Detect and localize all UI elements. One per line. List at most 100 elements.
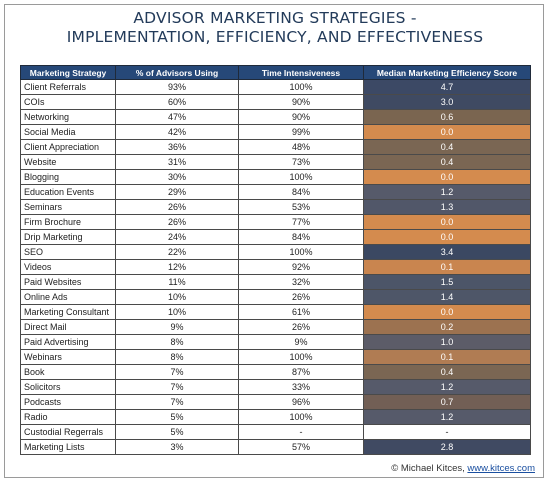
- strategy-cell: Seminars: [20, 199, 116, 215]
- score-cell: 3.0: [363, 94, 531, 110]
- strategy-cell: Solicitors: [20, 379, 116, 395]
- score-cell: 3.4: [363, 244, 531, 260]
- table-row: Client Referrals 93% 100% 4.7: [20, 79, 531, 95]
- pct-cell: 42%: [115, 124, 239, 140]
- strategy-cell: Blogging: [20, 169, 116, 185]
- score-cell: 0.0: [363, 214, 531, 230]
- title-line-1: ADVISOR MARKETING STRATEGIES -: [133, 9, 417, 27]
- pct-cell: 10%: [115, 304, 239, 320]
- score-cell: 0.0: [363, 169, 531, 185]
- strategy-cell: Radio: [20, 409, 116, 425]
- score-cell: 1.2: [363, 379, 531, 395]
- strategy-cell: Client Referrals: [20, 79, 116, 95]
- title-line-2: IMPLEMENTATION, EFFICIENCY, AND EFFECTIV…: [66, 28, 484, 46]
- strategy-cell: Drip Marketing: [20, 229, 116, 245]
- strategy-cell: Videos: [20, 259, 116, 275]
- score-cell: 0.0: [363, 229, 531, 245]
- strategy-cell: COIs: [20, 94, 116, 110]
- table-row: Online Ads 10% 26% 1.4: [20, 289, 531, 305]
- credit-link[interactable]: www.kitces.com: [467, 463, 535, 474]
- table-row: COIs 60% 90% 3.0: [20, 94, 531, 110]
- time-cell: 90%: [238, 109, 364, 125]
- time-cell: 100%: [238, 244, 364, 260]
- time-cell: 26%: [238, 289, 364, 305]
- table-row: Paid Advertising 8% 9% 1.0: [20, 334, 531, 350]
- table-row: Firm Brochure 26% 77% 0.0: [20, 214, 531, 230]
- time-cell: 100%: [238, 409, 364, 425]
- time-cell: -: [238, 424, 364, 440]
- time-cell: 73%: [238, 154, 364, 170]
- pct-cell: 29%: [115, 184, 239, 200]
- time-cell: 9%: [238, 334, 364, 350]
- strategy-cell: Webinars: [20, 349, 116, 365]
- time-cell: 84%: [238, 184, 364, 200]
- time-cell: 32%: [238, 274, 364, 290]
- score-cell: 4.7: [363, 79, 531, 95]
- pct-cell: 30%: [115, 169, 239, 185]
- score-cell: 0.0: [363, 304, 531, 320]
- score-cell: 2.8: [363, 439, 531, 455]
- table-row: Education Events 29% 84% 1.2: [20, 184, 531, 200]
- table-row: Drip Marketing 24% 84% 0.0: [20, 229, 531, 245]
- pct-cell: 22%: [115, 244, 239, 260]
- pct-cell: 7%: [115, 364, 239, 380]
- pct-cell: 93%: [115, 79, 239, 95]
- strategy-cell: Book: [20, 364, 116, 380]
- credit-line: © Michael Kitces, www.kitces.com: [391, 463, 535, 474]
- strategy-cell: Paid Advertising: [20, 334, 116, 350]
- strategy-cell: Marketing Lists: [20, 439, 116, 455]
- score-cell: 0.0: [363, 124, 531, 140]
- header-pct-advisors: % of Advisors Using: [115, 65, 239, 80]
- time-cell: 90%: [238, 94, 364, 110]
- pct-cell: 8%: [115, 334, 239, 350]
- time-cell: 26%: [238, 319, 364, 335]
- time-cell: 33%: [238, 379, 364, 395]
- table-body: Client Referrals 93% 100% 4.7 COIs 60% 90% 3.0 N…: [20, 79, 531, 455]
- pct-cell: 5%: [115, 424, 239, 440]
- score-cell: 1.2: [363, 184, 531, 200]
- figure-frame: [4, 4, 544, 478]
- table-row: Direct Mail 9% 26% 0.2: [20, 319, 531, 335]
- table-row: Custodial Regerrals 5% - -: [20, 424, 531, 440]
- strategy-cell: Paid Websites: [20, 274, 116, 290]
- score-cell: 0.7: [363, 394, 531, 410]
- strategy-cell: Online Ads: [20, 289, 116, 305]
- strategy-cell: Firm Brochure: [20, 214, 116, 230]
- time-cell: 100%: [238, 349, 364, 365]
- table-header-row: Marketing Strategy % of Advisors Using T…: [20, 65, 531, 80]
- pct-cell: 11%: [115, 274, 239, 290]
- pct-cell: 60%: [115, 94, 239, 110]
- score-cell: 0.4: [363, 154, 531, 170]
- score-cell: 0.4: [363, 139, 531, 155]
- table-row: Webinars 8% 100% 0.1: [20, 349, 531, 365]
- time-cell: 53%: [238, 199, 364, 215]
- table-row: Client Appreciation 36% 48% 0.4: [20, 139, 531, 155]
- time-cell: 84%: [238, 229, 364, 245]
- pct-cell: 10%: [115, 289, 239, 305]
- strategy-cell: Custodial Regerrals: [20, 424, 116, 440]
- strategy-cell: Marketing Consultant: [20, 304, 116, 320]
- time-cell: 99%: [238, 124, 364, 140]
- strategy-cell: SEO: [20, 244, 116, 260]
- table-row: Videos 12% 92% 0.1: [20, 259, 531, 275]
- table-row: Marketing Consultant 10% 61% 0.0: [20, 304, 531, 320]
- strategy-cell: Direct Mail: [20, 319, 116, 335]
- time-cell: 96%: [238, 394, 364, 410]
- strategies-table: Marketing Strategy % of Advisors Using T…: [20, 65, 531, 455]
- header-efficiency-score: Median Marketing Efficiency Score: [363, 65, 531, 80]
- pct-cell: 7%: [115, 394, 239, 410]
- credit-prefix: © Michael Kitces,: [391, 463, 468, 474]
- score-cell: 1.3: [363, 199, 531, 215]
- pct-cell: 7%: [115, 379, 239, 395]
- strategy-cell: Education Events: [20, 184, 116, 200]
- pct-cell: 8%: [115, 349, 239, 365]
- table-row: Blogging 30% 100% 0.0: [20, 169, 531, 185]
- score-cell: 0.1: [363, 349, 531, 365]
- table-row: Social Media 42% 99% 0.0: [20, 124, 531, 140]
- pct-cell: 31%: [115, 154, 239, 170]
- score-cell: 0.6: [363, 109, 531, 125]
- strategy-cell: Networking: [20, 109, 116, 125]
- time-cell: 100%: [238, 169, 364, 185]
- strategy-cell: Social Media: [20, 124, 116, 140]
- pct-cell: 12%: [115, 259, 239, 275]
